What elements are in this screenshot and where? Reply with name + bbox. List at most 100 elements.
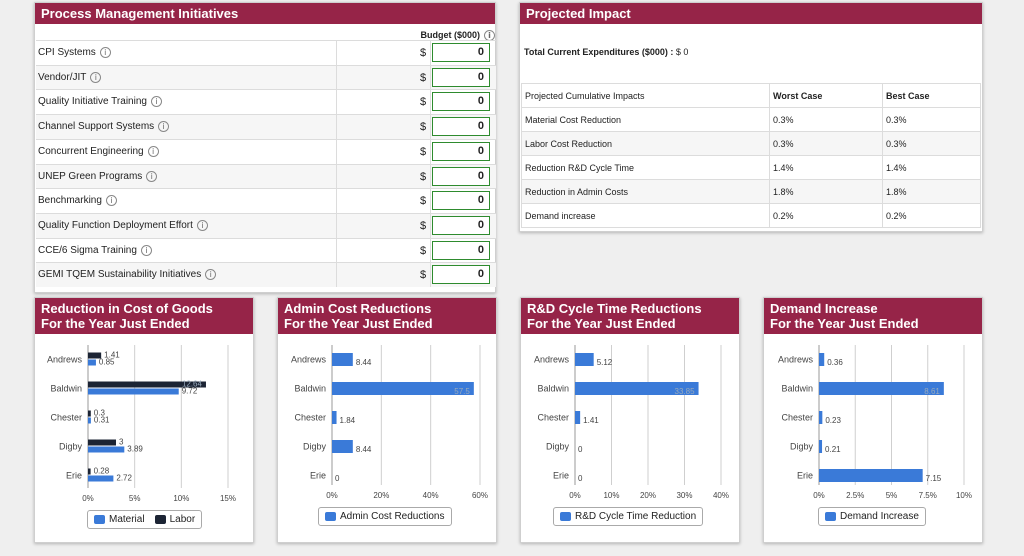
- chart-legend[interactable]: Demand Increase: [818, 507, 926, 526]
- budget-input[interactable]: 0: [432, 141, 490, 161]
- data-label: 0.28: [94, 467, 110, 476]
- data-label: 5.12: [597, 358, 613, 367]
- divider: [430, 238, 431, 263]
- x-tick-label: 10%: [173, 494, 189, 503]
- data-label: 0.21: [825, 445, 841, 454]
- x-tick-label: 0%: [82, 494, 94, 503]
- bar[interactable]: [332, 440, 353, 453]
- chart-legend[interactable]: Admin Cost Reductions: [318, 507, 452, 526]
- bar[interactable]: [332, 353, 353, 366]
- bar[interactable]: [88, 410, 91, 417]
- initiative-name: Concurrent Engineering: [38, 145, 144, 157]
- legend-label-labor: Labor: [169, 514, 196, 525]
- legend-label: Demand Increase: [840, 511, 919, 522]
- currency-symbol: $: [420, 121, 427, 134]
- bar[interactable]: [88, 439, 116, 446]
- currency-symbol: $: [420, 195, 427, 208]
- bar[interactable]: [88, 468, 91, 475]
- info-icon[interactable]: i: [99, 47, 111, 58]
- legend-swatch-material: [94, 515, 105, 524]
- impact-label: Labor Cost Reduction: [521, 131, 770, 156]
- impact-row: Reduction in Admin Costs 1.8% 1.8%: [521, 179, 981, 204]
- bar[interactable]: [88, 446, 125, 453]
- total-label: Total Current Expenditures ($000) :: [524, 47, 674, 57]
- category-label: Digby: [303, 442, 327, 452]
- divider: [336, 263, 337, 288]
- info-icon[interactable]: i: [146, 170, 158, 182]
- budget-input[interactable]: 0: [432, 215, 490, 235]
- bar[interactable]: [575, 353, 594, 366]
- impact-row: Labor Cost Reduction 0.3% 0.3%: [521, 131, 981, 156]
- category-label: Andrews: [778, 355, 814, 365]
- x-tick-label: 2.5%: [846, 491, 864, 500]
- bar[interactable]: [575, 382, 699, 395]
- initiative-name: UNEP Green Programs: [38, 170, 143, 182]
- impact-row: Reduction R&D Cycle Time 1.4% 1.4%: [521, 155, 981, 180]
- initiative-row: Vendor/JIT i $0: [36, 64, 496, 90]
- info-icon[interactable]: i: [484, 29, 495, 41]
- x-tick-label: 10%: [956, 491, 972, 500]
- bar[interactable]: [88, 388, 179, 395]
- impact-worst: 0.2%: [769, 203, 883, 228]
- category-label: Chester: [50, 413, 82, 423]
- total-expenditures: Total Current Expenditures ($000) : $ 0: [524, 47, 688, 57]
- impact-best: 0.3%: [882, 131, 981, 156]
- chart-legend[interactable]: Material Labor: [87, 510, 203, 529]
- divider: [430, 263, 431, 288]
- currency-symbol: $: [420, 47, 427, 59]
- divider: [336, 90, 337, 115]
- x-tick-label: 0%: [569, 491, 581, 500]
- bar[interactable]: [819, 411, 823, 424]
- data-label: 8.44: [356, 445, 372, 454]
- category-label: Erie: [310, 471, 326, 481]
- divider: [336, 115, 337, 140]
- budget-input[interactable]: 0: [432, 191, 490, 211]
- initiative-row: Benchmarking i $0: [36, 188, 496, 214]
- bar[interactable]: [819, 353, 825, 366]
- info-icon[interactable]: i: [205, 269, 217, 281]
- info-icon[interactable]: i: [140, 244, 152, 256]
- category-label: Erie: [797, 471, 813, 481]
- initiative-name: Benchmarking: [38, 195, 102, 207]
- data-label: 0: [578, 445, 583, 454]
- impact-label: Reduction R&D Cycle Time: [521, 155, 770, 180]
- budget-input[interactable]: 0: [432, 117, 490, 137]
- bar[interactable]: [88, 381, 206, 388]
- x-tick-label: 0%: [813, 491, 825, 500]
- bar[interactable]: [88, 475, 114, 482]
- info-icon[interactable]: i: [196, 219, 208, 231]
- bar[interactable]: [88, 359, 96, 366]
- bar[interactable]: [332, 411, 337, 424]
- data-label: 8.61: [924, 387, 940, 396]
- info-icon[interactable]: i: [150, 96, 162, 108]
- budget-input[interactable]: 0: [432, 240, 490, 260]
- budget-input[interactable]: 0: [432, 67, 490, 87]
- chart-legend[interactable]: R&D Cycle Time Reduction: [553, 507, 704, 526]
- initiative-label: Quality Function Deployment Effort i: [38, 219, 208, 231]
- budget-input[interactable]: 0: [432, 265, 490, 285]
- chart-panel-demand: Demand Increase For the Year Just Ended …: [763, 297, 983, 543]
- bar[interactable]: [575, 411, 581, 424]
- budget-input[interactable]: 0: [432, 43, 490, 62]
- impact-worst: 1.8%: [769, 179, 883, 204]
- data-label: 0: [578, 474, 583, 483]
- currency-symbol: $: [420, 269, 427, 282]
- category-label: Andrews: [291, 355, 327, 365]
- bar[interactable]: [819, 440, 823, 453]
- budget-input[interactable]: 0: [432, 166, 490, 186]
- cost-of-goods-chart: 0% 5% 10% 15% Andrews 1.410.85 Baldwin 12.649.7…: [47, 345, 236, 503]
- info-icon[interactable]: i: [158, 121, 170, 133]
- bar[interactable]: [88, 417, 91, 424]
- bar[interactable]: [819, 382, 944, 395]
- info-icon[interactable]: i: [105, 195, 117, 207]
- bar[interactable]: [88, 352, 102, 359]
- bar[interactable]: [819, 469, 923, 482]
- bar[interactable]: [332, 382, 474, 395]
- initiatives-title: Process Management Initiatives: [35, 3, 495, 24]
- budget-input[interactable]: 0: [432, 92, 490, 112]
- x-tick-label: 30%: [676, 491, 692, 500]
- initiative-name: Vendor/JIT: [38, 71, 87, 83]
- info-icon[interactable]: i: [90, 71, 102, 83]
- category-label: Baldwin: [537, 384, 569, 394]
- info-icon[interactable]: i: [147, 145, 159, 157]
